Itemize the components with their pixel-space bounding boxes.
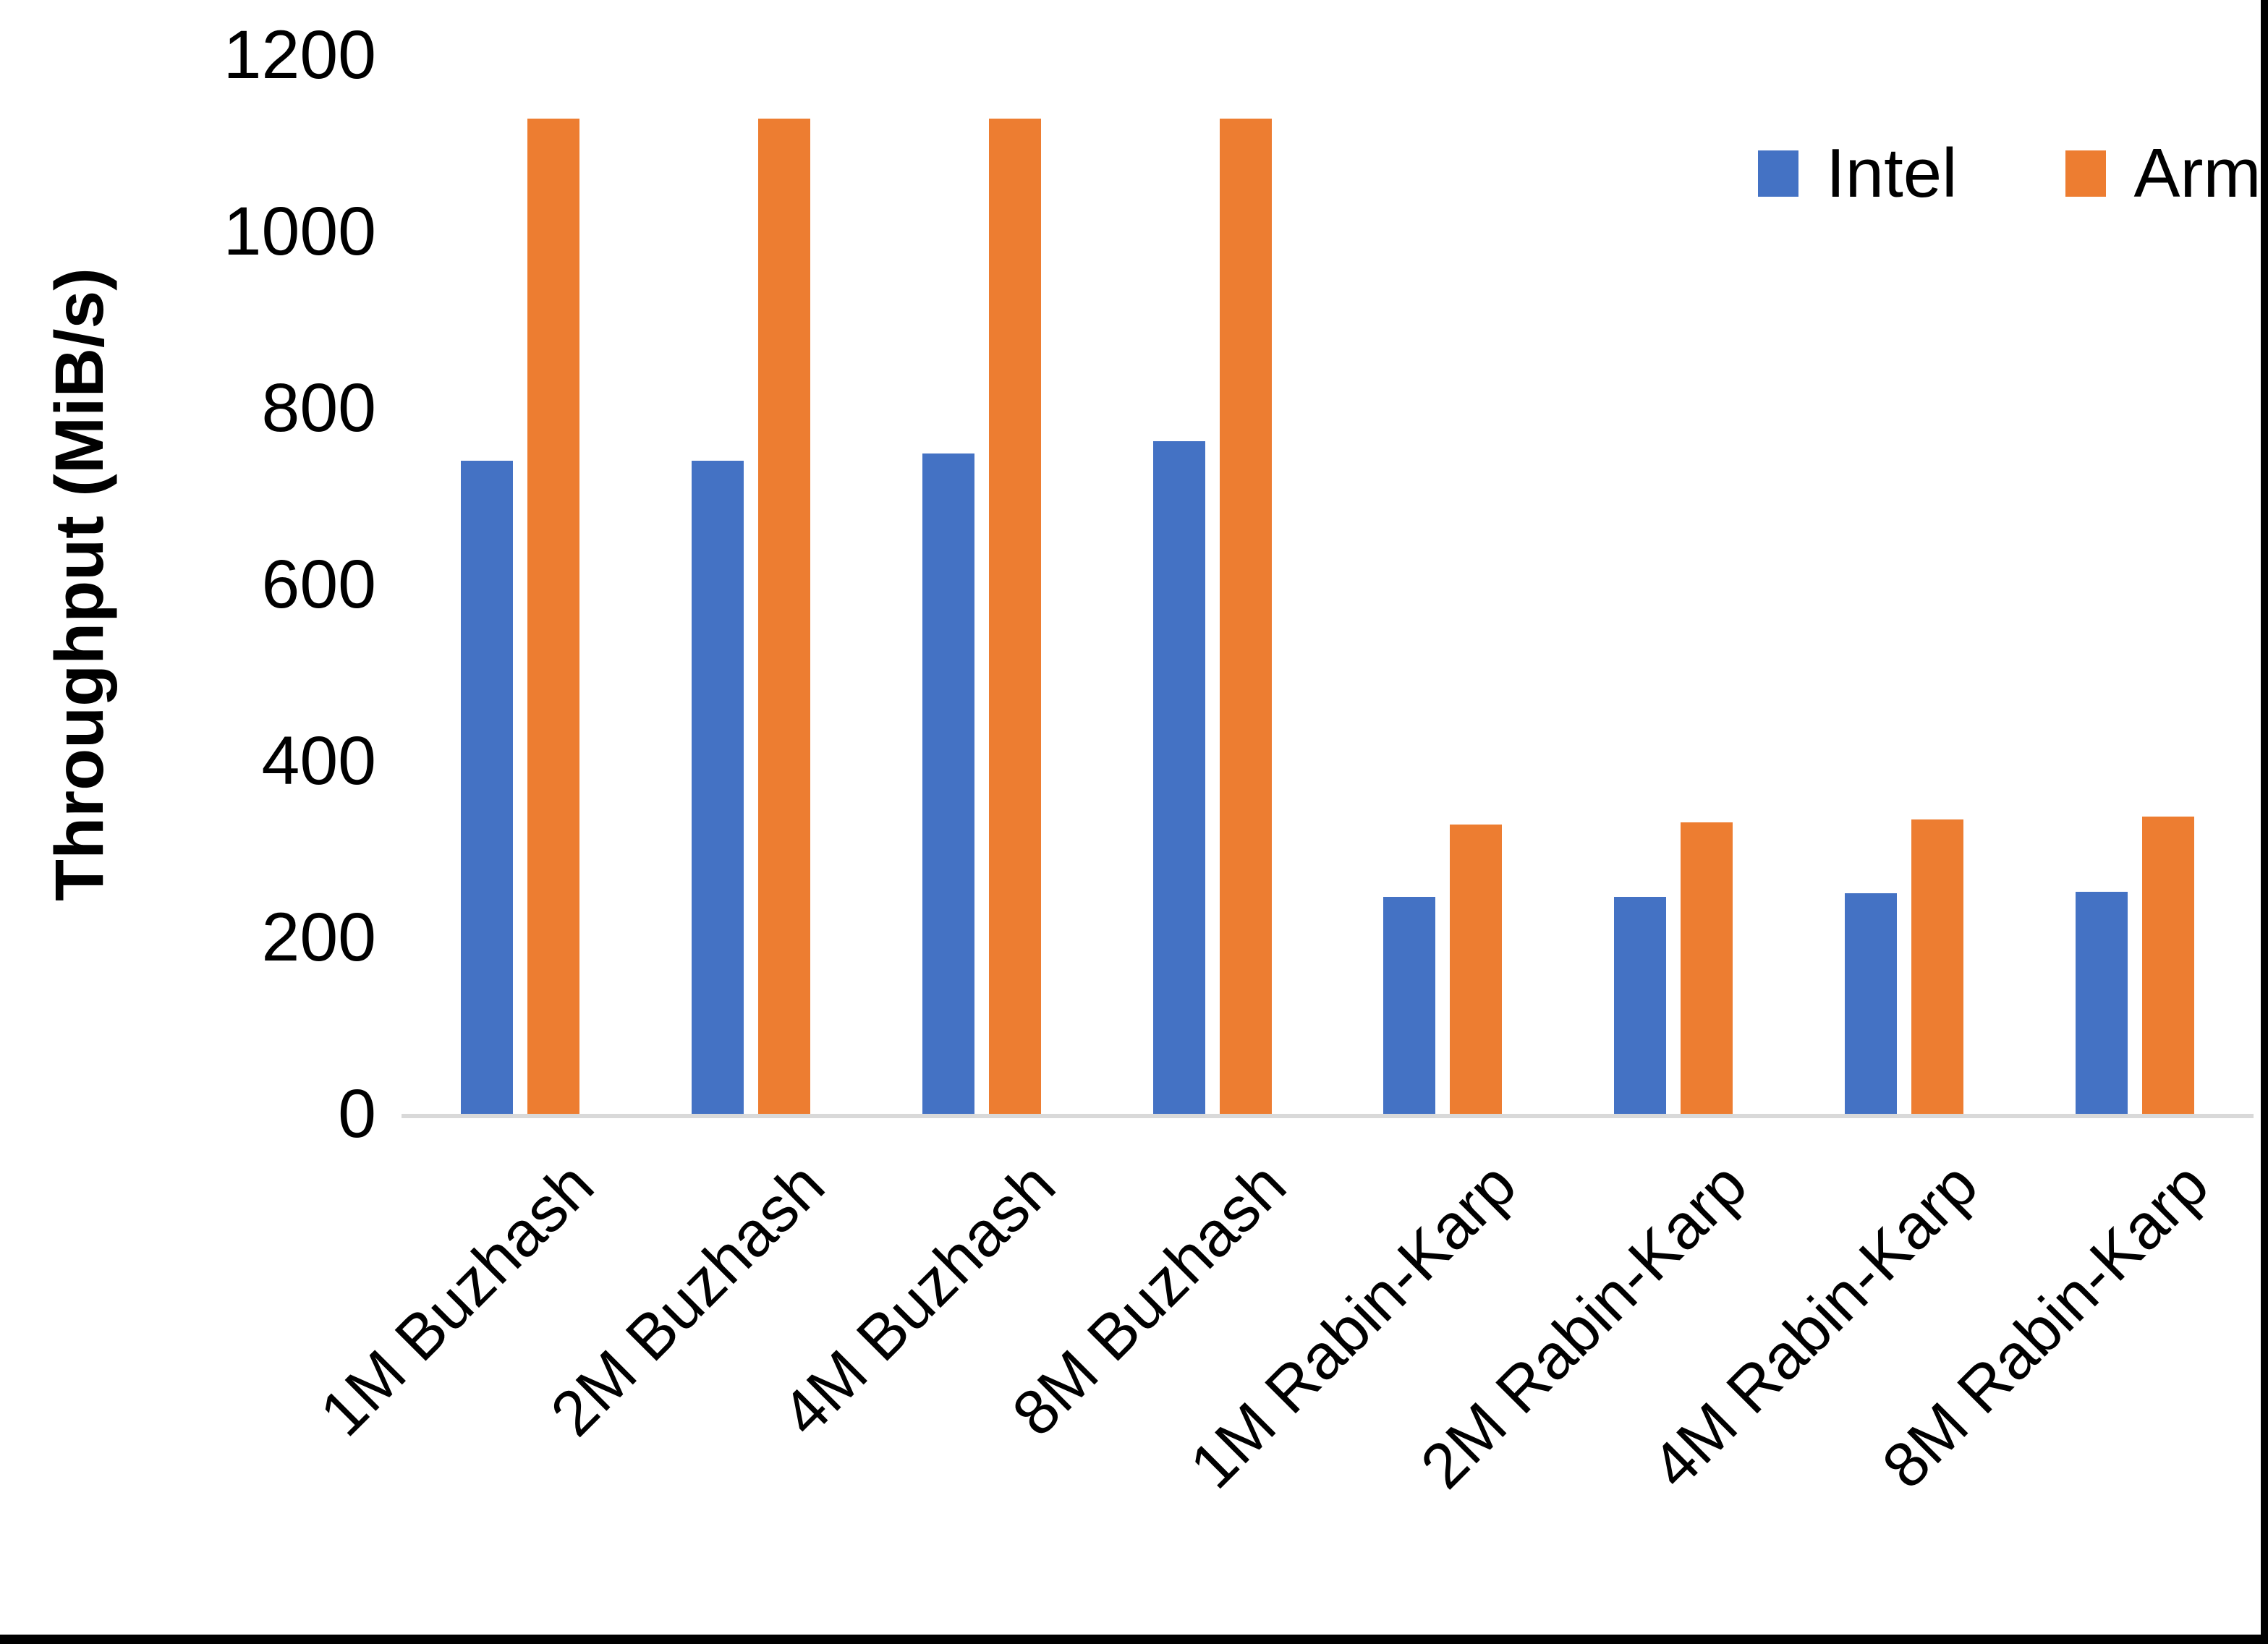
bar-arm-2m-rabin-karp [1681, 822, 1733, 1114]
x-category-label-1m-buzhash: 1M Buzhash [306, 1149, 608, 1449]
bar-intel-4m-rabin-karp [1844, 893, 1897, 1114]
legend-item-arm: Arm [2065, 134, 2261, 213]
y-tick-label-600: 600 [261, 546, 376, 623]
bar-arm-4m-buzhash [988, 118, 1041, 1114]
x-axis-line [402, 1114, 2254, 1118]
bar-intel-4m-buzhash [922, 453, 974, 1114]
bar-intel-1m-buzhash [461, 461, 514, 1114]
y-tick-label-800: 800 [261, 370, 376, 446]
legend-label-arm: Arm [2133, 135, 2261, 212]
x-category-label-8m-buzhash: 8M Buzhash [998, 1149, 1299, 1449]
bar-intel-2m-rabin-karp [1614, 896, 1667, 1114]
bar-intel-8m-buzhash [1152, 441, 1205, 1114]
chart-legend: Intel Arm [1758, 134, 2261, 213]
bar-intel-8m-rabin-karp [2075, 891, 2128, 1114]
y-tick-label-1000: 1000 [223, 193, 376, 270]
x-category-label-2m-rabin-karp: 2M Rabin-Karp [1406, 1149, 1761, 1502]
legend-item-intel: Intel [1758, 134, 1957, 213]
x-category-label-4m-buzhash: 4M Buzhash [767, 1149, 1069, 1449]
legend-swatch-arm [2065, 150, 2107, 197]
y-tick-label-0: 0 [338, 1076, 376, 1152]
bar-arm-1m-buzhash [527, 118, 580, 1114]
bar-intel-1m-rabin-karp [1383, 896, 1436, 1114]
legend-label-intel: Intel [1826, 135, 1958, 212]
bar-arm-8m-buzhash [1219, 118, 1272, 1114]
x-category-label-8m-rabin-karp: 8M Rabin-Karp [1868, 1149, 2222, 1502]
bar-intel-2m-buzhash [692, 461, 744, 1114]
bar-arm-2m-buzhash [758, 118, 811, 1114]
x-category-label-1m-rabin-karp: 1M Rabin-Karp [1176, 1149, 1530, 1502]
y-tick-label-1200: 1200 [223, 17, 376, 93]
y-tick-label-400: 400 [261, 723, 376, 799]
bar-arm-4m-rabin-karp [1911, 819, 1963, 1114]
x-category-label-4m-rabin-karp: 4M Rabin-Karp [1637, 1149, 1991, 1502]
legend-swatch-intel [1758, 150, 1798, 197]
x-category-label-2m-buzhash: 2M Buzhash [537, 1149, 838, 1449]
bar-arm-8m-rabin-karp [2141, 816, 2194, 1114]
y-tick-label-200: 200 [261, 899, 376, 976]
bar-arm-1m-rabin-karp [1450, 824, 1503, 1114]
